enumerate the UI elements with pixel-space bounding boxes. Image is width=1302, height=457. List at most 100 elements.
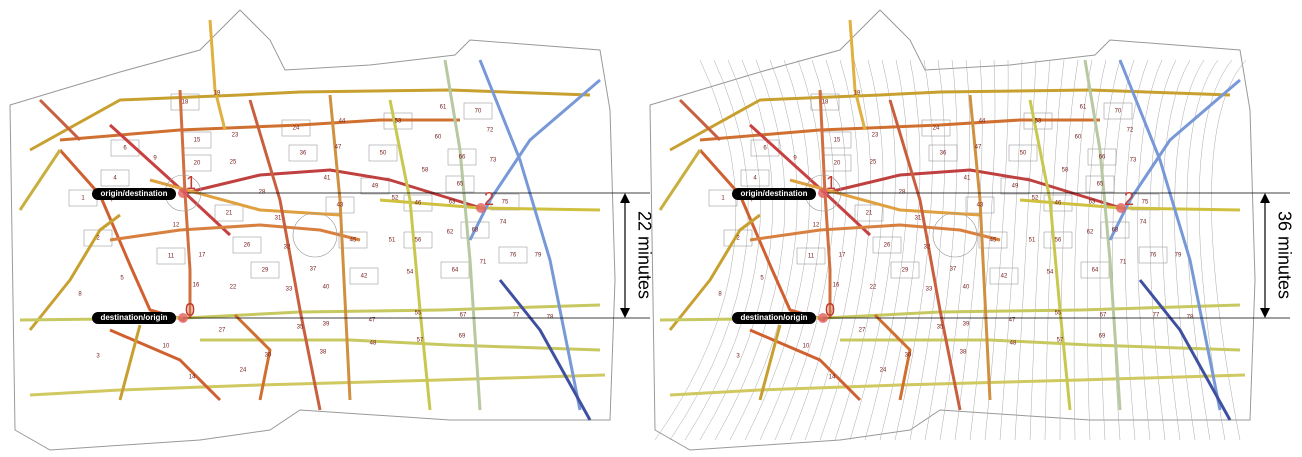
block-number: 51 bbox=[1029, 238, 1036, 244]
block-number: 31 bbox=[915, 216, 922, 222]
block-number: 25 bbox=[230, 160, 237, 166]
block-number: 63 bbox=[1089, 200, 1096, 206]
contour-line bbox=[1059, 59, 1079, 441]
contour-line bbox=[744, 59, 810, 441]
block-number: 79 bbox=[1175, 253, 1182, 259]
street bbox=[109, 328, 222, 402]
block-number: 19 bbox=[854, 91, 861, 97]
block-number: 44 bbox=[339, 119, 346, 125]
block-number: 47 bbox=[975, 145, 982, 151]
block-number: 16 bbox=[833, 283, 840, 289]
block-number: 6 bbox=[123, 146, 127, 152]
block-number: 68 bbox=[472, 228, 479, 234]
block-number: 76 bbox=[1150, 253, 1157, 259]
block-number: 12 bbox=[813, 223, 820, 229]
block-number: 23 bbox=[872, 133, 879, 139]
block-outline bbox=[989, 267, 1019, 285]
block-outline bbox=[288, 144, 318, 162]
block-number: 60 bbox=[435, 135, 442, 141]
block-outline bbox=[854, 204, 884, 222]
street bbox=[178, 89, 192, 318]
block-outline bbox=[1130, 193, 1160, 211]
street bbox=[840, 338, 1241, 352]
contour-line bbox=[669, 59, 749, 441]
block-outline bbox=[810, 93, 840, 111]
label-pill bbox=[732, 312, 816, 324]
destination-label: destination/origin bbox=[740, 313, 807, 322]
block-number: 2 bbox=[96, 236, 100, 242]
block-number: 21 bbox=[866, 211, 873, 217]
street bbox=[38, 98, 82, 142]
block-outline bbox=[170, 93, 200, 111]
block-number: 24 bbox=[240, 368, 247, 374]
block-outline bbox=[281, 119, 311, 137]
street bbox=[749, 223, 1001, 242]
arrow-head bbox=[1260, 193, 1270, 203]
street bbox=[818, 89, 832, 318]
block-number: 75 bbox=[502, 200, 509, 206]
block-outline bbox=[368, 144, 398, 162]
block-number: 69 bbox=[459, 334, 466, 340]
street bbox=[208, 19, 227, 131]
block-number: 67 bbox=[1100, 313, 1107, 319]
block-outline bbox=[232, 236, 262, 254]
block-outline bbox=[921, 119, 951, 137]
block-number: 5 bbox=[120, 276, 124, 282]
block-number: 62 bbox=[1087, 230, 1094, 236]
block-number: 24 bbox=[933, 126, 940, 132]
contour-line bbox=[1112, 59, 1135, 441]
street bbox=[233, 313, 272, 401]
point-marker bbox=[178, 313, 188, 323]
block-number: 43 bbox=[337, 203, 344, 209]
block-number: 55 bbox=[1055, 311, 1062, 317]
point-label: 0 bbox=[825, 300, 835, 320]
point-marker bbox=[818, 188, 828, 198]
block-number: 73 bbox=[1130, 158, 1137, 164]
block-number: 64 bbox=[452, 268, 459, 274]
block-number: 77 bbox=[1153, 313, 1160, 319]
block-outline bbox=[490, 193, 520, 211]
arrow-head bbox=[620, 193, 630, 203]
block-number: 78 bbox=[1187, 315, 1194, 321]
block-number: 53 bbox=[395, 119, 402, 125]
block-number: 72 bbox=[1127, 128, 1134, 134]
block-number: 65 bbox=[1097, 182, 1104, 188]
origin-label: origin/destination bbox=[740, 189, 807, 198]
block-number: 19 bbox=[214, 91, 221, 97]
block-number: 7 bbox=[110, 198, 114, 204]
block-number: 76 bbox=[510, 253, 517, 259]
block-number: 58 bbox=[422, 168, 429, 174]
contour-line bbox=[984, 59, 1009, 441]
label-pill bbox=[92, 312, 176, 324]
travel-time: 36 minutes bbox=[1274, 211, 1294, 299]
block-number: 7 bbox=[750, 198, 754, 204]
street bbox=[248, 99, 322, 411]
street bbox=[888, 99, 962, 411]
street bbox=[118, 324, 142, 401]
block-number: 36 bbox=[940, 151, 947, 157]
block-number: 10 bbox=[163, 344, 170, 350]
point-label: 1 bbox=[186, 173, 196, 193]
block-number: 66 bbox=[1099, 155, 1106, 161]
block-number: 56 bbox=[415, 238, 422, 244]
block-number: 47 bbox=[369, 318, 376, 324]
arrow-head bbox=[620, 308, 630, 318]
block-number: 1 bbox=[721, 196, 725, 202]
block-number: 42 bbox=[361, 274, 368, 280]
street bbox=[200, 338, 601, 352]
block-outline bbox=[440, 261, 470, 279]
block-number: 9 bbox=[153, 156, 157, 162]
block-outline bbox=[890, 261, 920, 279]
street bbox=[668, 213, 761, 331]
travel-time: 22 minutes bbox=[634, 211, 654, 299]
contour-line bbox=[1124, 59, 1149, 441]
block-number: 36 bbox=[300, 151, 307, 157]
block-number: 8 bbox=[78, 292, 82, 298]
street bbox=[1083, 59, 1122, 411]
block-number: 18 bbox=[822, 100, 829, 106]
street bbox=[29, 373, 606, 397]
block-outline bbox=[796, 247, 826, 265]
street bbox=[59, 118, 460, 142]
street bbox=[873, 313, 912, 401]
block-number: 24 bbox=[880, 368, 887, 374]
